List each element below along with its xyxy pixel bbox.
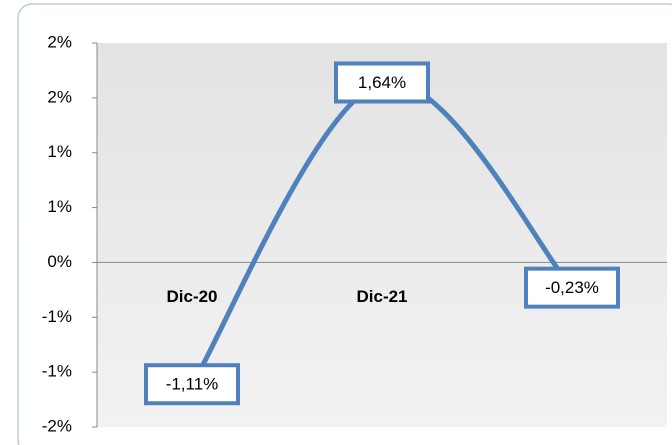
plot-area [97, 43, 667, 427]
y-tick-label: 0% [47, 252, 72, 271]
y-tick-label: 1% [47, 142, 72, 161]
y-tick-label: 1% [47, 197, 72, 216]
y-tick-label: 2% [47, 87, 72, 106]
y-tick-label: -1% [42, 362, 72, 381]
x-tick-label: Dic-20 [166, 287, 217, 306]
y-tick-label: -1% [42, 307, 72, 326]
x-tick-label: Dic-21 [356, 287, 407, 306]
data-label: 1,64% [358, 73, 406, 92]
y-tick-label: -2% [42, 416, 72, 435]
data-label-box [334, 61, 430, 104]
data-label-box [144, 363, 240, 406]
y-tick-label: 2% [47, 32, 72, 51]
data-label-box [524, 266, 620, 309]
data-label: -1,11% [166, 375, 219, 394]
data-label: -0,23% [545, 278, 599, 297]
